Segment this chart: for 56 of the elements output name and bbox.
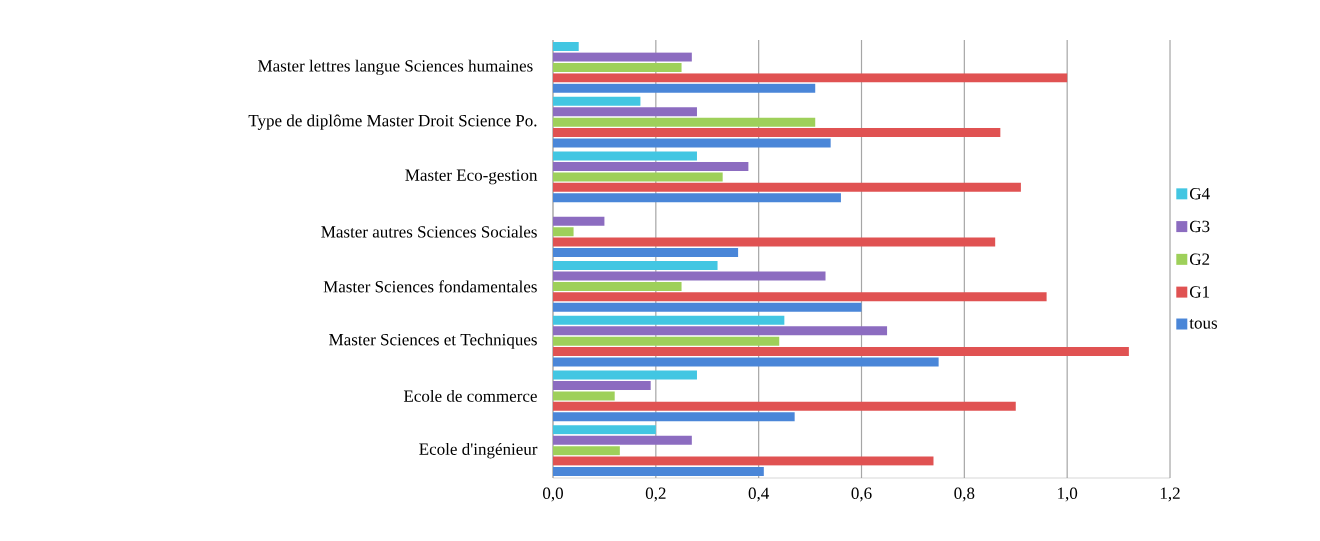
x-tick-label: 0,4 [748,487,770,502]
bar [553,247,739,257]
y-tick-label: Ecole de commerce [403,389,537,402]
legend-label: G4 [1189,187,1210,200]
bar [553,193,841,203]
bar [553,326,888,336]
bar [553,391,615,401]
bar [553,435,692,445]
bar [553,151,697,161]
x-tick-label: 0,2 [645,487,666,502]
bar [553,161,749,171]
bar [553,302,862,312]
bar [553,117,816,127]
bar [553,380,651,390]
bar [553,446,620,456]
x-tick-label: 0,6 [851,487,872,502]
bar [553,412,795,422]
bar [553,347,1129,357]
x-tick-label: 1,2 [1160,487,1180,502]
x-tick-label: 1,0 [1058,487,1078,502]
bar [553,336,780,346]
bar [553,466,764,476]
bar [553,425,656,435]
bar [553,271,826,281]
y-tick-label: Master Sciences fondamentales [323,280,537,293]
bar [553,182,1021,192]
bar [553,96,641,106]
x-tick-label: 0,8 [954,487,975,502]
bar [553,138,831,148]
bar [553,42,579,52]
y-tick-label: Master lettres langue Sciences humaines [258,59,533,76]
bar [553,83,816,93]
y-tick-label: Master Sciences et Techniques [329,333,537,349]
y-tick-label: Ecole d'ingénieur [419,442,538,459]
y-tick-label: Type de diplôme Master Droit Science Po. [248,114,537,130]
bar [553,401,1016,411]
bar [553,62,682,72]
legend-label: G2 [1189,253,1210,265]
bar [553,292,1047,302]
y-tick-label: Master autres Sciences Sociales [321,225,537,238]
legend-label: G1 [1189,286,1210,298]
bar [553,216,605,226]
y-tick-label: Master Eco-gestion [405,169,538,185]
bar [553,107,697,117]
bar [553,370,697,380]
bar [553,227,574,237]
bar [553,281,682,291]
bar [553,172,723,182]
legend-label: tous [1189,318,1218,329]
bar [553,315,785,325]
bar [553,128,1001,138]
bar [553,261,718,271]
legend-label: G3 [1189,220,1210,233]
x-tick-label: 0,0 [543,487,563,502]
bar [553,237,996,247]
bar [553,357,939,367]
